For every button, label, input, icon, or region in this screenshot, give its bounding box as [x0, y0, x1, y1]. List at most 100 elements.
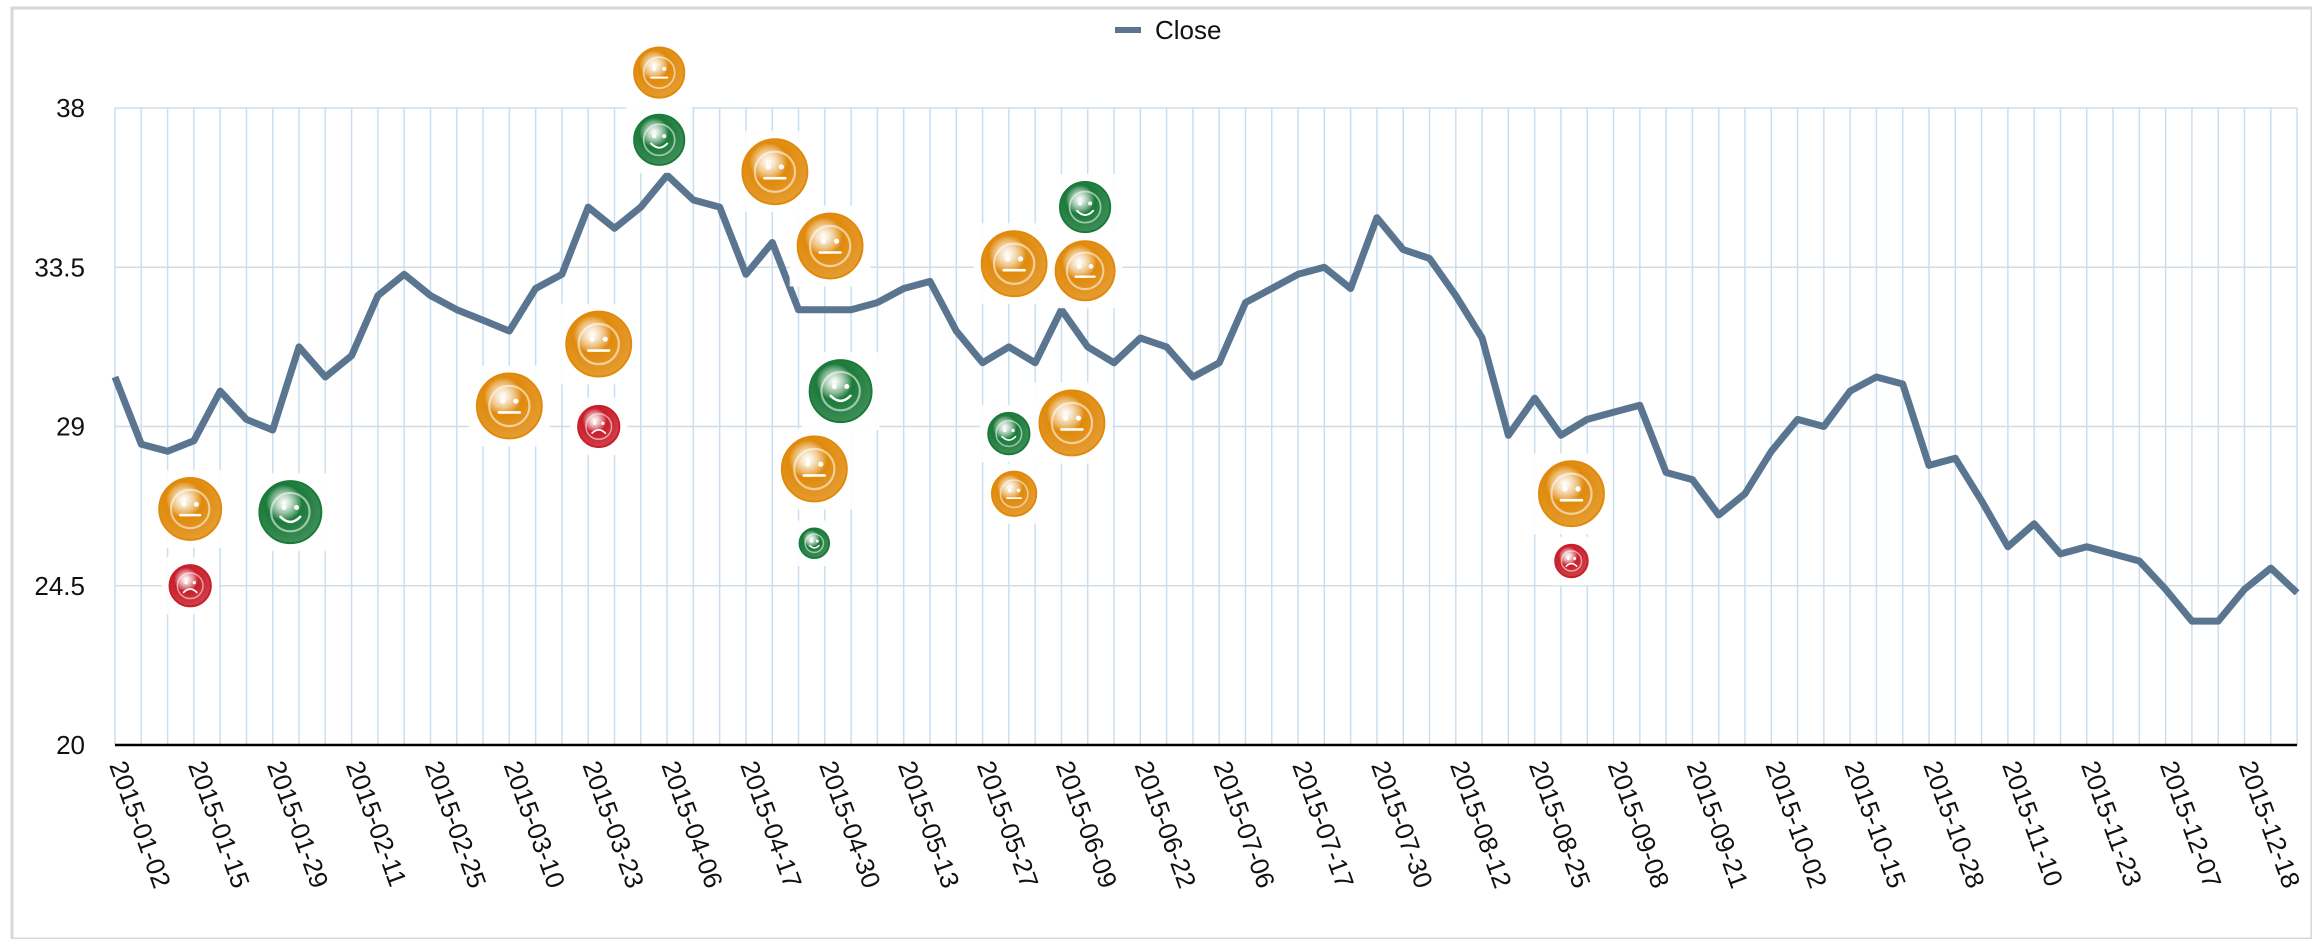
marker-eye	[1076, 264, 1082, 269]
marker-eye	[805, 461, 811, 467]
marker-ring	[585, 412, 613, 441]
marker-ring	[488, 384, 531, 428]
marker-mouth	[1001, 435, 1017, 441]
marker-eye	[181, 501, 187, 507]
marker-face	[987, 411, 1031, 456]
marker-eye	[844, 383, 850, 389]
marker-mouth	[1076, 209, 1095, 216]
marker-eye	[1573, 557, 1577, 561]
sentiment-marker	[984, 463, 1045, 524]
sentiment-marker	[1047, 233, 1123, 309]
marker-eye	[1088, 201, 1093, 206]
marker-eye	[192, 581, 196, 585]
marker-mouth	[182, 588, 198, 594]
y-tick-label: 24.5	[34, 571, 85, 601]
marker-eye	[1062, 415, 1069, 421]
marker-face	[475, 372, 543, 440]
marker-ring	[804, 533, 825, 554]
marker-eye	[589, 336, 595, 342]
marker-eye	[602, 336, 608, 342]
marker-eye	[1088, 264, 1094, 269]
marker-eye	[184, 581, 188, 585]
sentiment-marker	[161, 557, 219, 615]
marker-mouth	[1565, 562, 1578, 567]
marker-face	[168, 564, 212, 608]
y-tick-label: 20	[56, 730, 85, 760]
plot	[111, 171, 2300, 625]
marker-face	[741, 138, 809, 206]
marker-face	[1554, 543, 1589, 579]
marker-face	[798, 527, 831, 560]
marker-face	[980, 230, 1048, 298]
sentiment-marker	[980, 404, 1038, 463]
marker-ring	[1065, 251, 1105, 291]
marker-eye	[592, 421, 597, 426]
sentiment-marker	[151, 469, 230, 548]
sentiment-marker	[1052, 174, 1119, 241]
marker-eye	[1018, 256, 1024, 262]
marker-ring	[169, 488, 211, 530]
marker-face	[780, 435, 848, 503]
marker-mouth	[650, 142, 669, 149]
sentiment-marker	[791, 520, 838, 567]
marker-ring	[176, 572, 204, 600]
marker-ring	[577, 322, 620, 366]
marker-eye	[821, 238, 827, 244]
marker-face	[796, 212, 864, 280]
marker-eye	[1007, 488, 1012, 493]
marker-mouth	[591, 428, 607, 434]
y-tick-label: 33.5	[34, 252, 85, 282]
sentiment-marker	[558, 303, 640, 385]
sentiment-marker	[1531, 453, 1612, 535]
marker-eye	[1011, 428, 1015, 433]
marker-face	[1538, 460, 1605, 528]
marker-mouth	[808, 544, 820, 549]
marker-ring	[1050, 401, 1094, 445]
marker-eye	[652, 66, 657, 71]
marker-eye	[662, 134, 667, 139]
sentiment-marker	[1031, 382, 1113, 464]
sentiment-marker	[734, 131, 816, 213]
marker-face	[158, 476, 223, 541]
legend-label: Close	[1155, 15, 1221, 45]
marker-eye	[601, 421, 605, 426]
marker-eye	[1562, 486, 1568, 492]
marker-eye	[500, 398, 506, 404]
marker-ring	[808, 224, 852, 268]
sentiment-markers	[151, 39, 1612, 615]
y-tick-label: 38	[56, 93, 85, 123]
marker-eye	[765, 164, 771, 170]
marker-ring	[642, 56, 676, 90]
marker-eye	[818, 461, 824, 467]
marker-eye	[809, 539, 813, 543]
marker-face	[633, 113, 686, 166]
marker-eye	[1005, 256, 1011, 262]
marker-ring	[1068, 190, 1102, 224]
marker-ring	[270, 491, 311, 533]
sentiment-marker	[570, 397, 628, 456]
sentiment-marker	[626, 106, 693, 173]
marker-face	[1059, 181, 1112, 234]
marker-eye	[1016, 488, 1021, 493]
marker-face	[991, 470, 1038, 517]
marker-eye	[1003, 428, 1007, 433]
marker-ring	[1550, 472, 1593, 515]
sentiment-marker	[773, 428, 855, 510]
marker-eye	[1575, 486, 1581, 492]
marker-ring	[793, 447, 836, 491]
marker-ring	[1560, 550, 1583, 572]
marker-eye	[652, 134, 657, 139]
grid	[114, 107, 2298, 746]
marker-face	[808, 359, 873, 424]
frame	[10, 6, 2312, 939]
marker-face	[565, 310, 633, 378]
marker-face	[258, 480, 323, 545]
sentiment-marker	[251, 473, 330, 552]
sentiment-marker	[626, 39, 693, 106]
marker-eye	[662, 66, 667, 71]
marker-ring	[753, 150, 797, 193]
legend: Close	[1115, 15, 1221, 45]
marker-mouth	[279, 515, 302, 524]
